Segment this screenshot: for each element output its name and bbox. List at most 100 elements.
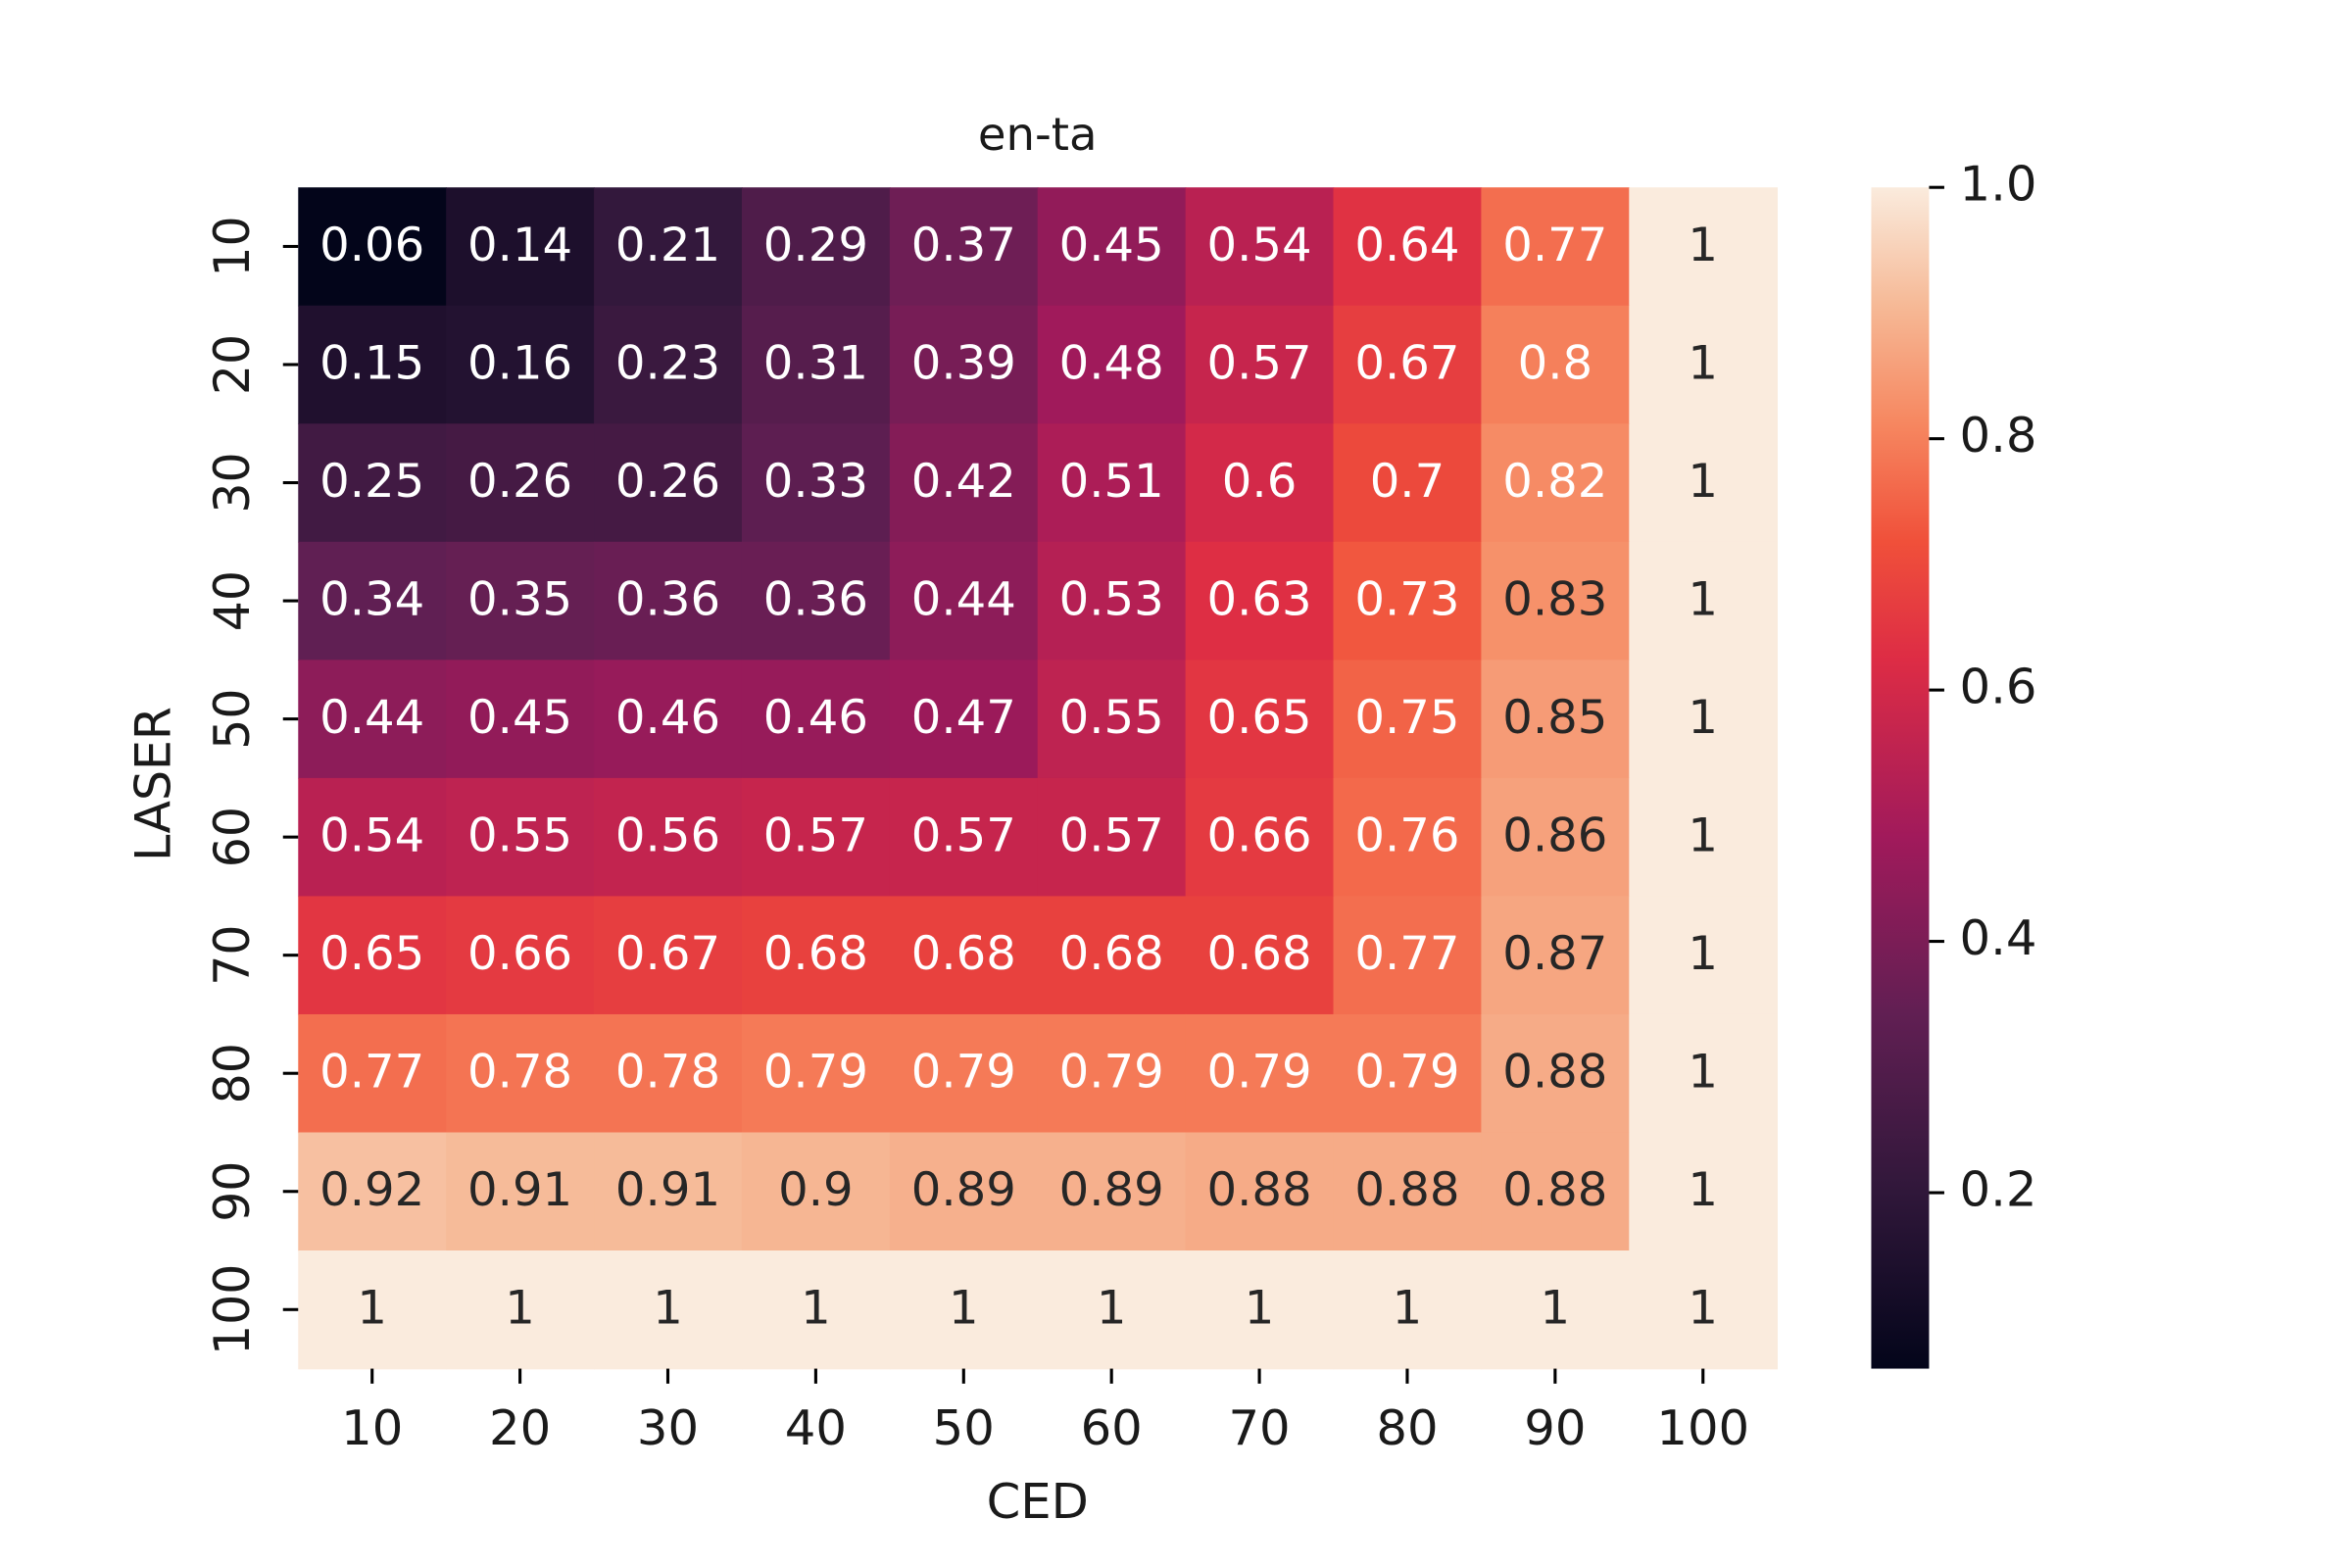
cell-label: 0.7 xyxy=(1370,455,1446,509)
heatmap-cell xyxy=(889,423,1039,543)
cell-label: 0.36 xyxy=(763,573,868,627)
heatmap-cell xyxy=(1037,187,1187,307)
cell-label: 0.79 xyxy=(763,1046,868,1100)
cell-label: 1 xyxy=(1393,1282,1423,1336)
heatmap-cell xyxy=(594,1250,743,1370)
cell-label: 0.63 xyxy=(1207,573,1312,627)
heatmap-cell xyxy=(1629,423,1778,543)
heatmap-cell xyxy=(741,1132,891,1251)
heatmap-cell xyxy=(594,660,743,779)
cell-label: 0.77 xyxy=(1502,219,1607,272)
heatmap-cell xyxy=(446,541,595,662)
cell-label: 0.14 xyxy=(467,219,572,272)
cell-label: 0.82 xyxy=(1502,455,1607,509)
cell-label: 0.06 xyxy=(319,219,424,272)
y-tick-label: 50 xyxy=(204,688,261,749)
heatmap-cell xyxy=(1481,1013,1631,1134)
cell-label: 0.26 xyxy=(615,455,720,509)
cell-label: 0.57 xyxy=(1207,337,1312,391)
cell-label: 0.79 xyxy=(1207,1046,1312,1100)
x-tick-label: 80 xyxy=(1376,1400,1438,1457)
cell-label: 0.47 xyxy=(911,691,1016,745)
cell-label: 0.57 xyxy=(1059,809,1164,863)
heatmap-cell xyxy=(1185,1250,1335,1370)
heatmap-cell xyxy=(298,660,447,779)
heatmap-cell xyxy=(1333,541,1483,662)
cell-label: 0.91 xyxy=(615,1164,720,1218)
y-tick-label: 30 xyxy=(204,452,261,513)
cell-label: 1 xyxy=(1688,219,1718,272)
heatmap-cell xyxy=(889,305,1039,425)
heatmap-cell xyxy=(1185,660,1335,779)
x-axis-label: CED xyxy=(987,1473,1089,1530)
heatmap-cell xyxy=(1333,187,1483,307)
cell-label: 0.45 xyxy=(467,691,572,745)
heatmap-cell xyxy=(741,541,891,662)
cell-label: 1 xyxy=(1688,1164,1718,1218)
cell-label: 0.21 xyxy=(615,219,720,272)
heatmap-cell xyxy=(298,423,447,543)
cell-label: 0.42 xyxy=(911,455,1016,509)
colorbar xyxy=(1871,187,1930,1369)
heatmap-cell xyxy=(1185,305,1335,425)
cell-label: 1 xyxy=(1688,337,1718,391)
colorbar-tick-label: 0.2 xyxy=(1959,1161,2036,1218)
cell-label: 0.88 xyxy=(1502,1164,1607,1218)
heatmap-cell xyxy=(741,896,891,1015)
heatmap-cell xyxy=(1481,1250,1631,1370)
heatmap-cell xyxy=(594,1013,743,1134)
heatmap-cell xyxy=(594,305,743,425)
heatmap-cell xyxy=(741,187,891,307)
cell-label: 0.29 xyxy=(763,219,868,272)
y-tick-label: 10 xyxy=(204,216,261,276)
heatmap-cell xyxy=(446,1132,595,1251)
cell-label: 0.57 xyxy=(763,809,868,863)
heatmap-cell xyxy=(1333,423,1483,543)
cell-label: 0.68 xyxy=(1207,927,1312,981)
heatmap-cell xyxy=(1333,1250,1483,1370)
heatmap-cell xyxy=(298,1250,447,1370)
heatmap-cell xyxy=(1037,1250,1187,1370)
heatmap-cell xyxy=(1629,1013,1778,1134)
cell-label: 1 xyxy=(1688,455,1718,509)
cell-label: 0.88 xyxy=(1207,1164,1312,1218)
x-tick-label: 40 xyxy=(785,1400,847,1457)
cell-label: 0.33 xyxy=(763,455,868,509)
heatmap-cell xyxy=(1629,541,1778,662)
y-tick-label: 100 xyxy=(204,1264,261,1355)
heatmap-cell xyxy=(741,305,891,425)
cell-label: 0.51 xyxy=(1059,455,1164,509)
cell-label: 0.39 xyxy=(911,337,1016,391)
heatmap-cell xyxy=(298,541,447,662)
cell-label: 1 xyxy=(1688,927,1718,981)
cell-label: 0.79 xyxy=(911,1046,1016,1100)
cell-label: 0.79 xyxy=(1354,1046,1459,1100)
cell-label: 1 xyxy=(1097,1282,1127,1336)
x-tick-label: 70 xyxy=(1228,1400,1290,1457)
heatmap-cell xyxy=(889,896,1039,1015)
cell-label: 0.88 xyxy=(1502,1046,1607,1100)
heatmap-cell xyxy=(1185,896,1335,1015)
cell-label: 1 xyxy=(1688,1046,1718,1100)
heatmap-cell xyxy=(1333,777,1483,898)
cell-label: 0.35 xyxy=(467,573,572,627)
cell-label: 0.66 xyxy=(1207,809,1312,863)
y-tick-label: 60 xyxy=(204,807,261,867)
y-tick-label: 20 xyxy=(204,334,261,395)
cell-label: 0.56 xyxy=(615,809,720,863)
cell-label: 0.16 xyxy=(467,337,572,391)
cell-label: 0.79 xyxy=(1059,1046,1164,1100)
heatmap-cell xyxy=(1629,1250,1778,1370)
cell-label: 0.77 xyxy=(1354,927,1459,981)
heatmap-cell xyxy=(741,777,891,898)
heatmap-cell xyxy=(1037,1013,1187,1134)
heatmap-cell xyxy=(1333,660,1483,779)
cell-label: 0.53 xyxy=(1059,573,1164,627)
cell-label: 0.83 xyxy=(1502,573,1607,627)
cell-label: 1 xyxy=(357,1282,387,1336)
cell-label: 0.68 xyxy=(911,927,1016,981)
cell-label: 0.86 xyxy=(1502,809,1607,863)
heatmap-cell xyxy=(298,1013,447,1134)
heatmap-cell xyxy=(594,896,743,1015)
